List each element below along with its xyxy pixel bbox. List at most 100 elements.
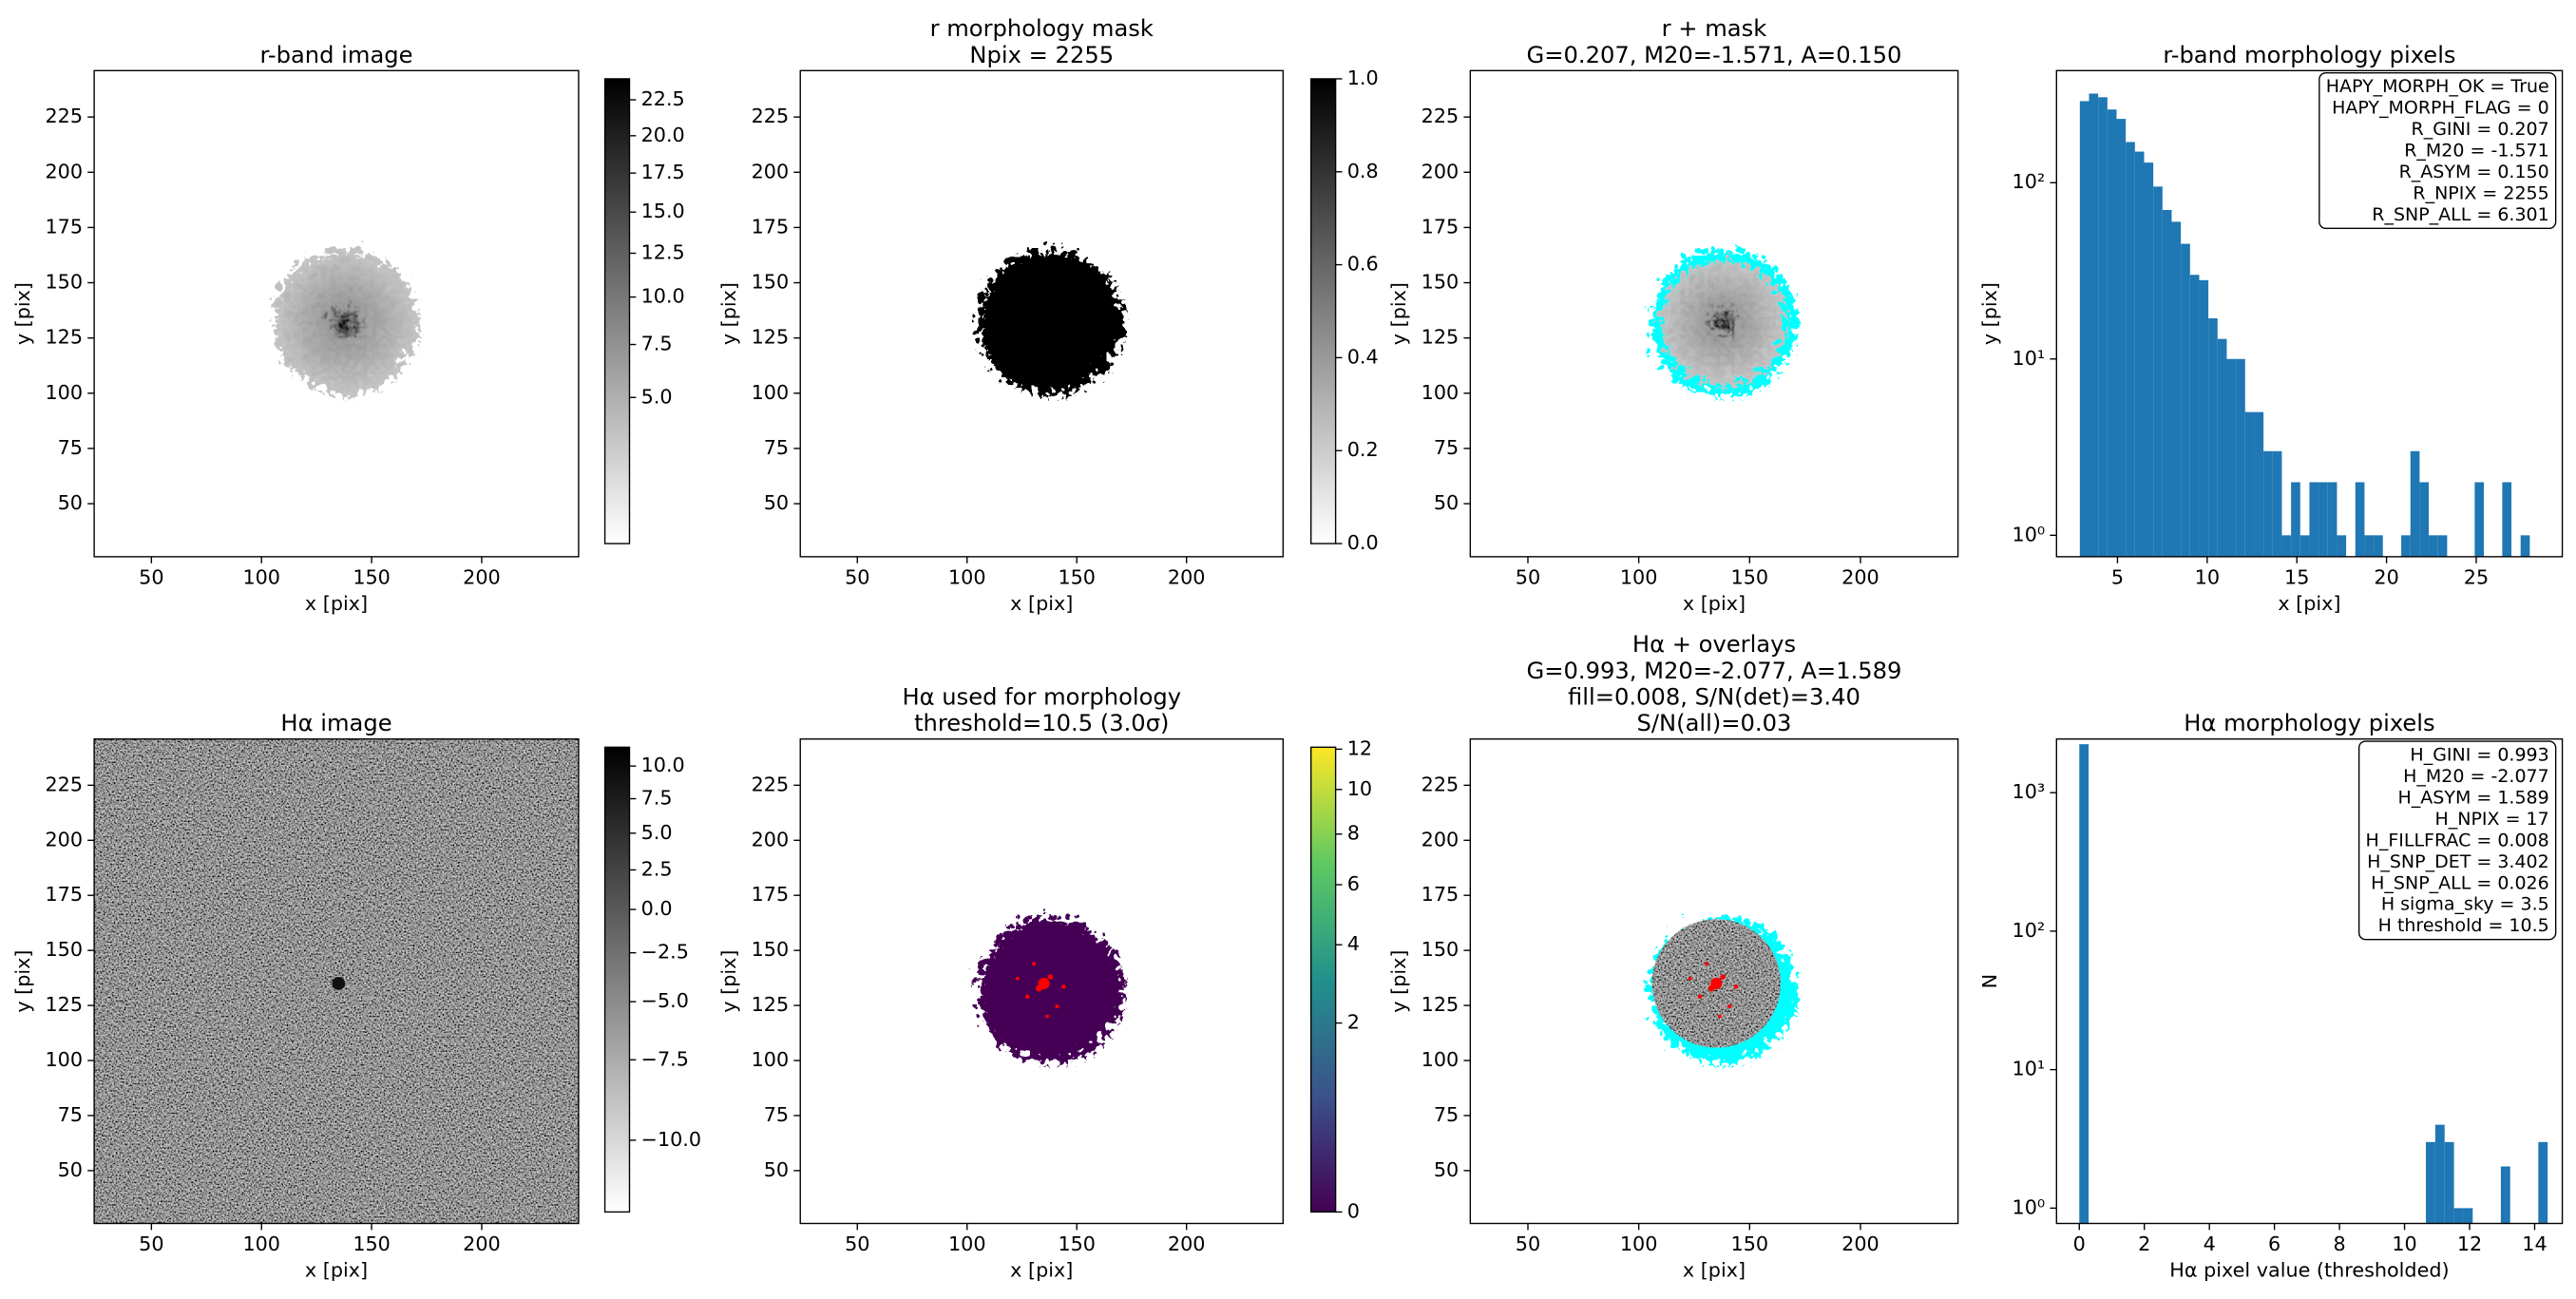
y-tick-label: 125 (1422, 993, 1460, 1016)
bar (2236, 358, 2245, 557)
x-tick-label: 150 (353, 565, 391, 588)
bar (2309, 482, 2319, 557)
plot-area (94, 70, 579, 557)
x-tick-label: 12 (2457, 1232, 2482, 1255)
bar (2089, 93, 2099, 557)
y-tick-label: 125 (45, 326, 83, 349)
y-tick-label: 75 (764, 436, 789, 459)
colorbar-tick-label: −10.0 (641, 1128, 702, 1151)
galaxy-image (265, 242, 411, 389)
plot-area (1470, 70, 1958, 557)
y-tick-label: 225 (45, 105, 83, 127)
chart-title: fill=0.008, S/N(det)=3.40 (1568, 683, 1860, 710)
detection-pixel (1727, 1004, 1732, 1009)
bar (2217, 338, 2227, 557)
x-tick-label: 100 (1620, 1232, 1658, 1255)
colorbar-tick-label: 8 (1347, 822, 1360, 845)
detection-pixel (1016, 976, 1020, 981)
plot-area (800, 738, 1284, 1224)
y-axis-label: N (1978, 974, 2001, 988)
x-tick-label: 150 (1731, 565, 1769, 588)
annotation-line: R_ASYM = 0.150 (2399, 162, 2549, 182)
bar (2419, 482, 2430, 557)
y-axis-label: y [pix] (11, 282, 34, 345)
colorbar-tick-label: 0.8 (1347, 160, 1379, 182)
colorbar-tick-label: 0.0 (641, 897, 673, 920)
detection-pixel (1708, 984, 1715, 992)
y-axis-label: y [pix] (717, 950, 740, 1013)
chart-title: r morphology mask (930, 15, 1154, 42)
bar (2281, 535, 2292, 557)
annotation-line: H sigma_sky = 3.5 (2381, 894, 2549, 915)
bar (2500, 1166, 2510, 1224)
axes-frame (1469, 69, 1959, 558)
bar (2337, 535, 2347, 557)
x-tick-label: 50 (1516, 1232, 1540, 1255)
x-tick-label: 8 (2334, 1232, 2346, 1255)
x-tick-label: 200 (1168, 1232, 1206, 1255)
y-tick-label: 10⁰ (2013, 523, 2046, 545)
y-tick-label: 175 (45, 883, 83, 906)
bar (2291, 482, 2300, 557)
y-tick-label: 75 (1434, 436, 1459, 459)
detection-pixel (1061, 984, 1066, 989)
y-tick-label: 10² (2013, 919, 2046, 942)
y-tick-label: 175 (1422, 215, 1460, 238)
x-tick-label: 20 (2374, 565, 2398, 588)
colorbar-tick-label: 17.5 (641, 161, 685, 183)
bar (2426, 1141, 2435, 1224)
x-tick-label: 150 (1058, 1232, 1096, 1255)
y-tick-label: 100 (752, 381, 790, 404)
colorbar-tick-label: −7.5 (641, 1047, 689, 1070)
y-axis-label: y [pix] (1387, 282, 1410, 345)
y-tick-label: 100 (45, 1048, 83, 1071)
annotation-line: H_SNP_DET = 3.402 (2367, 851, 2549, 872)
panel: 50 100 150 200 50 75 100 125 150 175 200 225 Hα + ov… (1387, 631, 1959, 1282)
y-axis-label: y [pix] (1978, 282, 2001, 345)
y-tick-label: 175 (1422, 883, 1460, 906)
x-tick-label: 10 (2392, 1232, 2416, 1255)
x-tick-label: 4 (2204, 1232, 2216, 1255)
y-tick-label: 225 (752, 105, 790, 127)
chart-title: r-band morphology pixels (2163, 42, 2455, 68)
y-tick-label: 150 (752, 938, 790, 961)
y-tick-label: 200 (1422, 828, 1460, 850)
panel: 50 100 150 200 50 75 100 125 150 175 200 225 Hα imag… (11, 710, 701, 1281)
y-tick-label: 50 (1434, 491, 1459, 514)
y-tick-label: 150 (45, 271, 83, 294)
x-tick-label: 200 (1841, 1232, 1880, 1255)
colorbar-tick-label: 5.0 (641, 821, 673, 844)
x-tick-label: 100 (948, 1232, 986, 1255)
bar (2272, 450, 2282, 557)
x-tick-label: 200 (1841, 565, 1880, 588)
y-tick-label: 200 (45, 160, 83, 182)
annotation-line: HAPY_MORPH_OK = True (2326, 76, 2549, 97)
bar (2134, 151, 2145, 557)
chart-title: r + mask (1662, 15, 1767, 42)
y-tick-label: 100 (1422, 1048, 1460, 1071)
detection-pixel (1045, 1014, 1049, 1019)
y-tick-label: 200 (45, 828, 83, 850)
colorbar-tick-label: 22.5 (641, 87, 685, 110)
bar (2364, 535, 2375, 557)
bar (2079, 101, 2089, 557)
x-tick-label: 200 (463, 565, 501, 588)
dark-spot (332, 976, 346, 990)
y-tick-label: 75 (764, 1103, 789, 1126)
bar (2437, 535, 2448, 557)
y-tick-label: 125 (45, 993, 83, 1016)
y-tick-label: 50 (764, 491, 789, 514)
bar (2502, 482, 2512, 557)
colorbar-tick-label: 10 (1347, 777, 1372, 800)
x-tick-label: 200 (463, 1232, 501, 1255)
bar (2444, 1141, 2454, 1224)
annotation-line: H_ASYM = 1.589 (2398, 787, 2549, 808)
bar (2434, 1124, 2445, 1224)
y-tick-label: 50 (58, 491, 83, 514)
detection-pixel (1047, 974, 1054, 980)
x-tick-label: 25 (2464, 565, 2489, 588)
bar (2199, 279, 2209, 557)
